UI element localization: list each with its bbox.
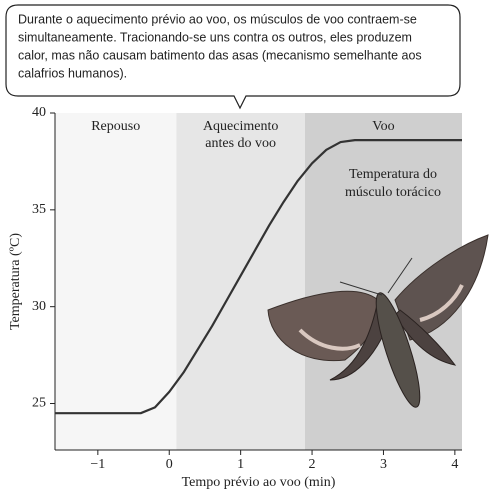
y-tick-label: 35 [32, 202, 46, 217]
moth-antenna [339, 281, 383, 296]
annotation-line: calafrios humanos). [18, 66, 127, 80]
moth-left-hindwing [329, 298, 389, 381]
region-label: Voo [372, 119, 394, 134]
x-tick-label: −1 [90, 457, 105, 472]
y-tick-label: 25 [32, 396, 46, 411]
x-axis-label: Tempo prévio ao voo (min) [182, 475, 336, 490]
series-label: músculo torácico [345, 185, 441, 200]
x-tick-label: 1 [237, 457, 244, 472]
region [176, 113, 305, 450]
moth-wing-band [419, 284, 464, 322]
moth-illustration [267, 234, 489, 408]
bubble-outline [5, 4, 461, 110]
region-label: Repouso [91, 119, 140, 134]
moth-right-wing [394, 234, 489, 341]
moth-wing-band [298, 328, 361, 351]
y-axis-label: Temperatura (ºC) [8, 233, 23, 330]
annotation-bubble: Durante o aquecimento prévio ao voo, os … [5, 4, 461, 110]
x-tick-label: 0 [166, 457, 173, 472]
region-label: antes do voo [205, 136, 276, 151]
annotation-line: Durante o aquecimento prévio ao voo, os … [18, 12, 417, 26]
x-tick-label: 4 [451, 457, 458, 472]
region-label: Aquecimento [203, 119, 278, 134]
moth-body [375, 292, 421, 408]
x-tick-label: 3 [380, 457, 387, 472]
temperature-line [55, 139, 462, 415]
moth-right-hindwing [394, 309, 457, 366]
annotation-line: calor, mas não causam batimento das asas… [18, 48, 422, 62]
y-tick-label: 30 [32, 299, 46, 314]
series-label: Temperatura do [349, 167, 437, 182]
x-tick-label: 2 [309, 457, 316, 472]
moth-antenna [387, 257, 413, 294]
region [55, 113, 177, 450]
y-tick-label: 40 [32, 105, 46, 120]
annotation-line: simultaneamente. Tracionando-se uns cont… [18, 30, 412, 44]
